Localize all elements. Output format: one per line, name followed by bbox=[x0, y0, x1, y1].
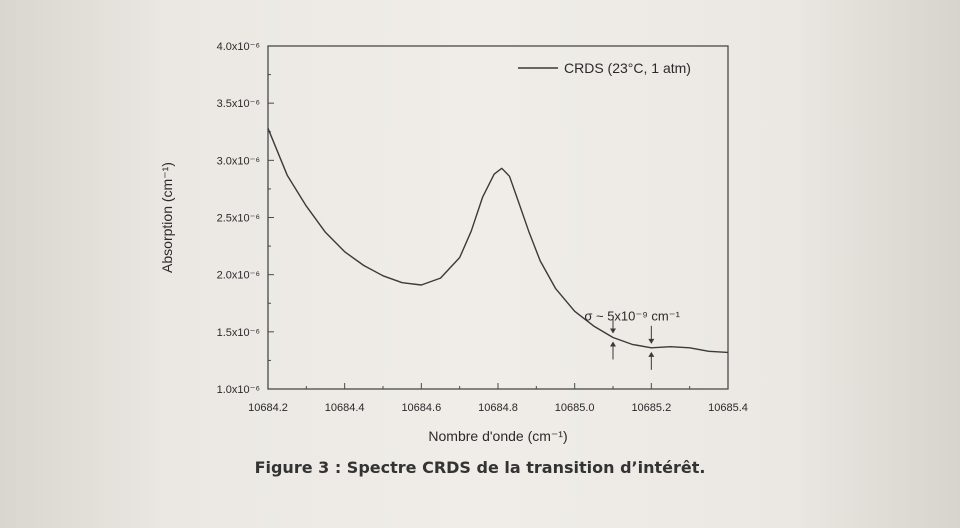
x-tick-label: 10684.4 bbox=[325, 402, 365, 414]
figure-caption: Figure 3 : Spectre CRDS de la transition… bbox=[254, 458, 706, 477]
arrowhead-down-icon bbox=[610, 328, 616, 334]
x-axis-title: Nombre d'onde (cm⁻¹) bbox=[428, 428, 567, 444]
arrowhead-down-icon bbox=[648, 338, 655, 344]
y-axis-title: Absorption (cm⁻¹) bbox=[159, 162, 175, 273]
x-tick-label: 10684.6 bbox=[401, 402, 441, 414]
sigma-annotation: σ ~ 5x10⁻⁹ cm⁻¹ bbox=[584, 308, 680, 323]
x-tick-label: 10685.2 bbox=[631, 402, 671, 414]
x-tick-label: 10684.8 bbox=[478, 402, 518, 414]
series-layer bbox=[267, 128, 729, 354]
legend: CRDS (23°C, 1 atm) bbox=[518, 60, 691, 76]
x-tick-label: 10684.2 bbox=[248, 402, 288, 414]
plot-frame bbox=[267, 45, 729, 390]
y-tick-label: 2.5x10⁻⁶ bbox=[217, 213, 260, 225]
y-tick-label: 1.5x10⁻⁶ bbox=[217, 327, 260, 339]
y-tick-label: 3.5x10⁻⁶ bbox=[217, 98, 260, 110]
annotation-layer: σ ~ 5x10⁻⁹ cm⁻¹ bbox=[584, 308, 681, 370]
y-tick-label: 2.0x10⁻⁶ bbox=[217, 270, 260, 282]
axes: 10684.2 10684.4 10684.6 10684.8 10685.0 10685… bbox=[159, 41, 748, 444]
x-tick-label: 10685.4 bbox=[708, 402, 748, 414]
legend-label: CRDS (23°C, 1 atm) bbox=[564, 60, 691, 76]
series-line bbox=[267, 128, 729, 354]
y-tick-label: 4.0x10⁻⁶ bbox=[217, 41, 260, 53]
arrowhead-up-icon bbox=[648, 351, 655, 357]
x-tick-label: 10685.0 bbox=[555, 402, 595, 414]
y-tick-label: 1.0x10⁻⁶ bbox=[217, 384, 260, 396]
y-tick-label: 3.0x10⁻⁶ bbox=[217, 155, 260, 167]
arrowhead-up-icon bbox=[610, 341, 616, 347]
